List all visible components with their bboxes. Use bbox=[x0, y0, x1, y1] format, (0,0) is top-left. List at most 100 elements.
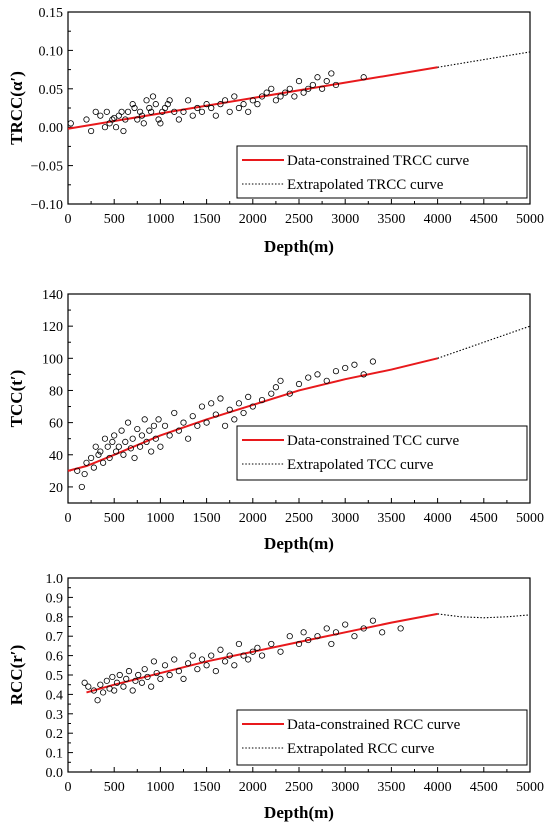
data-point bbox=[305, 636, 312, 644]
data-point bbox=[131, 104, 138, 112]
data-point bbox=[161, 662, 169, 669]
data-point bbox=[127, 445, 134, 452]
y-tick-label: −0.10 bbox=[31, 198, 63, 213]
data-point bbox=[81, 679, 88, 686]
data-point bbox=[212, 668, 219, 675]
data-point bbox=[240, 101, 247, 108]
y-tick-label: 100 bbox=[42, 352, 63, 367]
data-point bbox=[268, 640, 275, 648]
data-point bbox=[305, 85, 312, 92]
data-point bbox=[150, 422, 158, 429]
x-tick-label: 0 bbox=[65, 511, 72, 526]
data-point bbox=[115, 112, 122, 119]
x-axis-title: Depth(m) bbox=[264, 237, 334, 256]
data-point bbox=[123, 675, 130, 682]
data-point bbox=[143, 97, 150, 104]
x-tick-label: 4500 bbox=[470, 780, 498, 795]
data-point bbox=[150, 658, 158, 665]
data-point bbox=[351, 633, 358, 640]
chart-panel-3: 0 500 1000 1500 2000 2500 3000 3500 4000 4500 5000… bbox=[7, 572, 544, 822]
data-point bbox=[135, 671, 142, 679]
data-point bbox=[112, 448, 120, 455]
data-point bbox=[300, 629, 307, 636]
data-point bbox=[369, 617, 377, 624]
extrapolated-curve-line bbox=[437, 613, 531, 619]
legend-label: Extrapolated TCC curve bbox=[287, 457, 434, 473]
x-tick-label: 4500 bbox=[470, 212, 498, 227]
data-point bbox=[129, 687, 136, 694]
data-point bbox=[208, 104, 215, 112]
data-point bbox=[249, 648, 256, 655]
legend-label: Data-constrained TCC curve bbox=[287, 433, 460, 449]
data-point bbox=[90, 687, 97, 694]
data-point bbox=[136, 443, 144, 450]
data-point bbox=[129, 435, 136, 442]
data-point bbox=[277, 93, 284, 100]
data-point bbox=[144, 673, 151, 681]
data-point bbox=[240, 409, 247, 417]
x-tick-label: 4000 bbox=[424, 780, 452, 795]
x-tick-label: 4000 bbox=[424, 511, 452, 526]
y-tick-label: 0.05 bbox=[39, 83, 64, 98]
x-tick-label: 0 bbox=[65, 212, 72, 227]
data-point bbox=[258, 93, 266, 100]
data-point bbox=[221, 658, 229, 665]
data-point bbox=[143, 438, 150, 446]
data-point bbox=[291, 93, 298, 100]
data-point bbox=[67, 120, 74, 127]
data-point bbox=[138, 679, 146, 686]
data-point bbox=[124, 419, 132, 426]
data-point bbox=[166, 432, 173, 439]
data-point bbox=[103, 108, 110, 115]
x-axis-title: Depth(m) bbox=[264, 803, 334, 822]
data-point bbox=[272, 384, 279, 391]
data-point bbox=[245, 393, 252, 400]
x-tick-label: 4500 bbox=[470, 511, 498, 526]
data-point bbox=[100, 459, 107, 466]
data-point bbox=[88, 127, 95, 135]
data-point bbox=[120, 127, 127, 135]
data-point bbox=[148, 683, 155, 690]
data-point bbox=[149, 93, 157, 100]
data-point bbox=[323, 625, 330, 632]
y-axis-title: TRCC(α′) bbox=[7, 71, 26, 145]
data-point bbox=[92, 443, 99, 450]
y-tick-label: 20 bbox=[49, 481, 63, 496]
data-point bbox=[90, 464, 97, 471]
data-point bbox=[189, 112, 196, 119]
data-point bbox=[314, 74, 321, 81]
data-point bbox=[171, 409, 178, 417]
x-tick-label: 1000 bbox=[146, 780, 174, 795]
data-point bbox=[323, 377, 330, 384]
y-tick-label: 0.1 bbox=[46, 747, 64, 762]
data-point bbox=[141, 666, 148, 673]
data-point bbox=[146, 427, 153, 434]
data-point bbox=[258, 652, 266, 659]
data-point bbox=[217, 646, 224, 653]
data-point bbox=[120, 451, 127, 458]
x-tick-label: 2000 bbox=[239, 212, 267, 227]
data-point bbox=[208, 652, 215, 659]
data-point bbox=[286, 85, 293, 92]
legend-label: Data-constrained TRCC curve bbox=[287, 153, 470, 169]
x-tick-label: 5000 bbox=[516, 212, 544, 227]
legend-box bbox=[236, 425, 528, 481]
data-point bbox=[268, 390, 275, 397]
data-point bbox=[379, 629, 386, 636]
data-point bbox=[155, 416, 162, 423]
data-point bbox=[286, 633, 293, 640]
legend-label: Data-constrained RCC curve bbox=[287, 717, 461, 733]
data-point bbox=[342, 621, 349, 628]
data-point bbox=[175, 668, 182, 675]
data-point bbox=[180, 419, 187, 426]
data-point bbox=[305, 374, 312, 381]
x-tick-label: 500 bbox=[104, 212, 125, 227]
data-point bbox=[203, 101, 210, 108]
data-point bbox=[208, 400, 215, 407]
data-point bbox=[185, 435, 192, 442]
data-point bbox=[152, 101, 159, 108]
data-point bbox=[226, 652, 233, 659]
x-tick-label: 5000 bbox=[516, 511, 544, 526]
data-point bbox=[171, 656, 178, 663]
data-point bbox=[97, 681, 104, 688]
